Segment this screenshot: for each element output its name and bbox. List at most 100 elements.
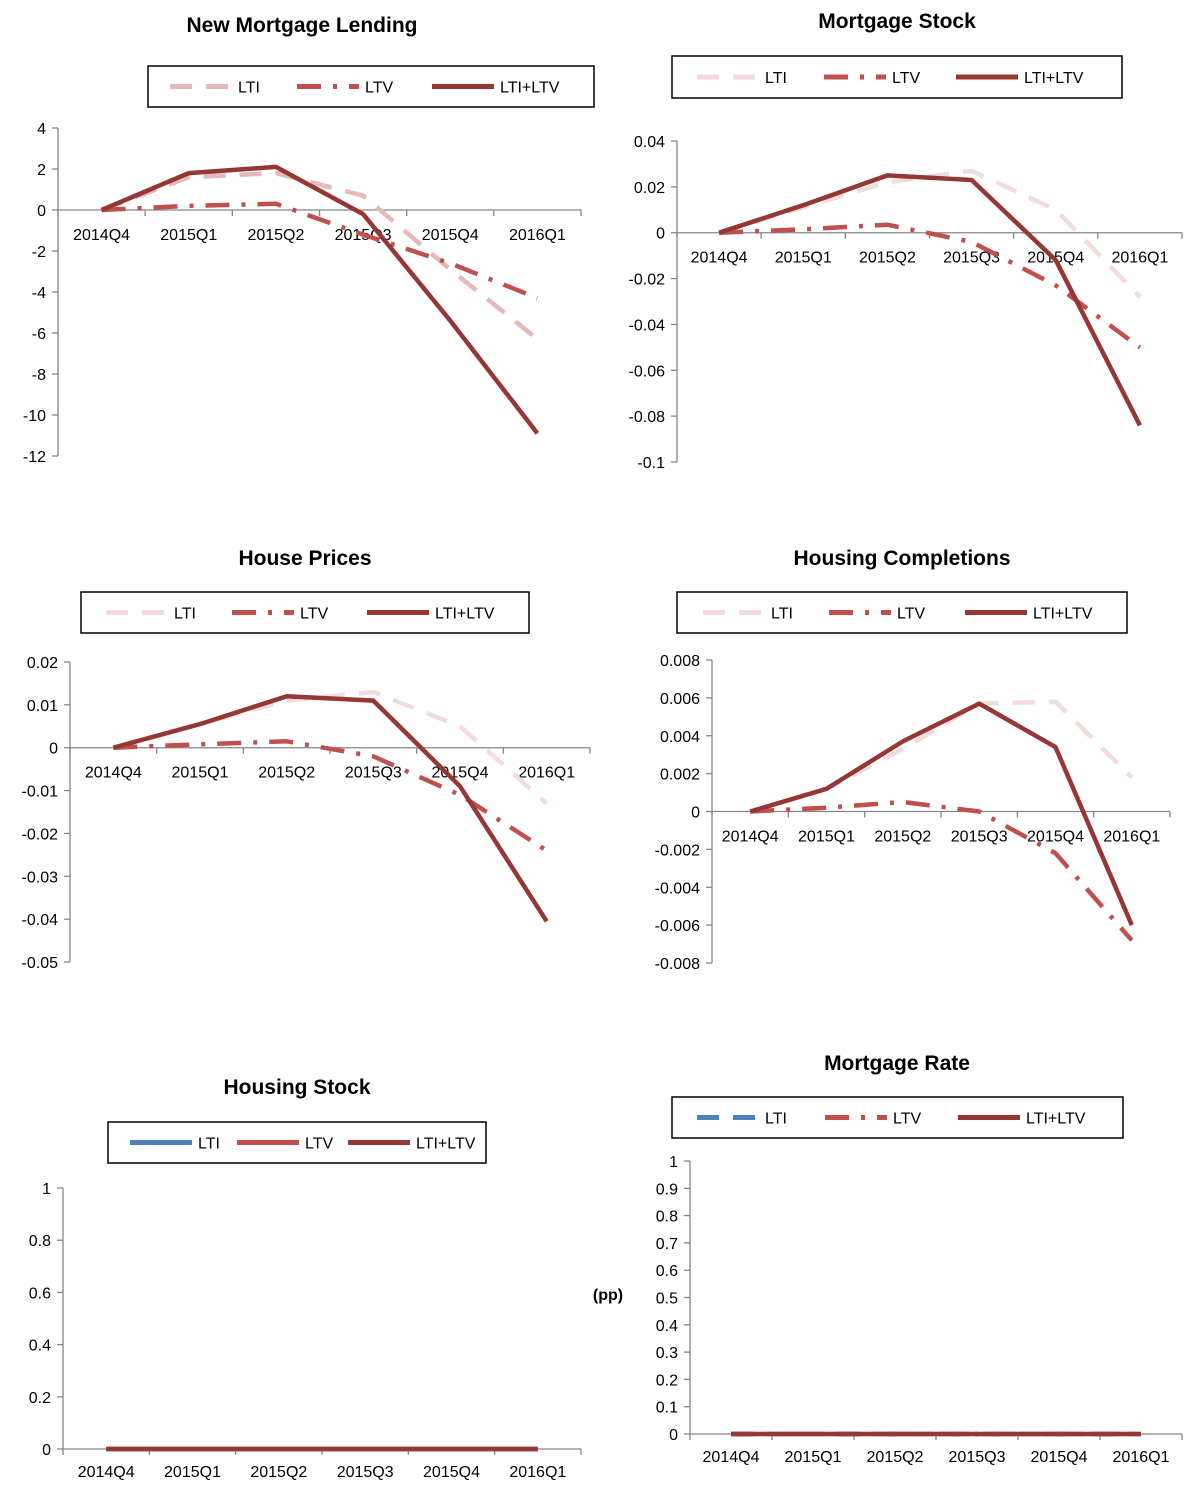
chart-mortgage-stock: Mortgage Stock LTI LTV LTI+LTV 0.04 0.02 0 -0.0… (629, 10, 1183, 472)
x-tick-label: 2015Q1 (775, 250, 832, 267)
series-line-ltv (101, 201, 539, 301)
x-tick-label: 2015Q2 (258, 765, 315, 782)
x-tick-label: 2015Q2 (874, 829, 931, 846)
series-lti-ltv (718, 173, 1142, 427)
y-tick-label: -8 (32, 367, 46, 384)
y-axis: 4 2 0 -2 -4 -6 -8 -10 -12 (23, 121, 59, 466)
x-tick-label: 2015Q2 (867, 1449, 924, 1466)
y-tick-label: 0.1 (656, 1400, 678, 1417)
x-tick-label: 2015Q2 (247, 227, 304, 244)
x-tick-label: 2015Q3 (949, 1449, 1006, 1466)
legend-label-lti: LTI (238, 80, 260, 97)
y-tick-label: -0.03 (22, 869, 59, 886)
y-tick-label: -0.06 (629, 363, 666, 380)
legend-label-lti: LTI (771, 606, 793, 623)
series-ltv (750, 799, 1134, 942)
series-line-lti-ltv (749, 701, 1134, 926)
y-tick-label: -0.01 (22, 784, 59, 801)
y-tick-label: -0.008 (655, 956, 700, 973)
y-tick-label: -4 (32, 285, 46, 302)
series-lti-ltv (100, 164, 540, 435)
chart-title: House Prices (238, 547, 371, 570)
chart-title: Mortgage Rate (824, 1052, 970, 1075)
x-tick-label: 2016Q1 (1113, 1449, 1170, 1466)
x-tick-label: 2015Q3 (345, 765, 402, 782)
y-tick-label: -0.04 (629, 317, 666, 334)
x-axis: 2014Q4 2015Q1 2015Q2 2015Q3 2015Q4 2016Q1 (711, 810, 1171, 846)
y-tick-label: 0 (49, 741, 58, 758)
x-tick-label: 2015Q4 (423, 1464, 480, 1481)
x-tick-label: 2015Q3 (337, 1464, 394, 1481)
y-tick-label: 0.8 (656, 1209, 678, 1226)
series-line-ltv (719, 222, 1142, 350)
series-ltv (719, 222, 1142, 350)
legend-label-lti-ltv: LTI+LTV (1024, 70, 1084, 87)
y-tick-label: 0.2 (29, 1390, 51, 1407)
x-axis: 2014Q4 2015Q1 2015Q2 2015Q3 2015Q4 2016Q1 (676, 232, 1183, 267)
series-lti (100, 170, 539, 341)
legend-label-ltv: LTV (893, 1111, 921, 1128)
y-tick-label: 0.7 (656, 1236, 678, 1253)
x-tick-label: 2016Q1 (509, 1464, 566, 1481)
series-ltv (113, 739, 548, 853)
series-line-ltv (750, 799, 1134, 942)
x-tick-label: 2015Q1 (160, 227, 217, 244)
x-axis: 2014Q4 2015Q1 2015Q2 2015Q3 2015Q4 2016Q1 (689, 1433, 1183, 1466)
legend-label-lti-ltv: LTI+LTV (416, 1136, 476, 1153)
y-tick-label: 0.02 (27, 655, 58, 672)
x-tick-label: 2015Q4 (1027, 829, 1084, 846)
legend: LTI LTV LTI+LTV (671, 1096, 1124, 1139)
x-tick-label: 2015Q3 (943, 250, 1000, 267)
y-tick-label: 0.4 (656, 1318, 678, 1335)
y-tick-label: 0.008 (660, 653, 700, 670)
series-lti-ltv (749, 701, 1134, 926)
y-tick-label: -0.05 (22, 955, 59, 972)
y-tick-label: -12 (23, 449, 46, 466)
y-tick-label: 0.002 (660, 767, 700, 784)
y-axis: 0.008 0.006 0.004 0.002 0 -0.002 -0.004 -0.006 -… (655, 653, 713, 973)
y-tick-label: 1 (42, 1181, 51, 1198)
legend-label-lti: LTI (198, 1136, 220, 1153)
x-axis: 2014Q4 2015Q1 2015Q2 2015Q3 2015Q4 2016Q1 (69, 747, 591, 782)
x-tick-label: 2015Q1 (172, 765, 229, 782)
series-line-lti-ltv (718, 173, 1142, 427)
legend-box (676, 591, 1128, 634)
x-axis: 2014Q4 2015Q1 2015Q2 2015Q3 2015Q4 2016Q1 (57, 209, 582, 244)
legend-label-ltv: LTV (892, 70, 920, 87)
x-tick-label: 2014Q4 (691, 250, 748, 267)
legend-label-lti-ltv: LTI+LTV (435, 606, 495, 623)
y-tick-label: -6 (32, 326, 46, 343)
legend-label-ltv: LTV (300, 606, 328, 623)
chart-title: Housing Stock (223, 1076, 370, 1099)
series-line-lti-ltv (112, 694, 549, 923)
series-lti-ltv (112, 694, 549, 923)
y-tick-label: -0.02 (22, 826, 59, 843)
y-tick-label: 0 (656, 226, 665, 243)
chart-new-mortgage-lending: New Mortgage Lending LTI LTV LTI+LTV 4 2 0 -2 -4… (23, 14, 595, 466)
y-tick-label: 0.6 (656, 1263, 678, 1280)
legend: LTI LTV LTI+LTV (80, 591, 530, 634)
x-tick-label: 2016Q1 (1103, 829, 1160, 846)
x-axis: 2014Q4 2015Q1 2015Q2 2015Q3 2015Q4 2016Q1 (62, 1448, 582, 1481)
y-tick-label: -0.02 (629, 272, 666, 289)
y-tick-label: 0.02 (634, 180, 665, 197)
x-tick-label: 2014Q4 (85, 765, 142, 782)
y-axis: 1 0.8 0.6 0.4 0.2 0 (29, 1181, 64, 1459)
y-axis: 0.04 0.02 0 -0.02 -0.04 -0.06 -0.08 -0.1 (629, 134, 678, 472)
y-tick-label: 0 (42, 1442, 51, 1459)
y-tick-label: 2 (37, 162, 46, 179)
legend-label-lti: LTI (765, 70, 787, 87)
x-tick-label: 2014Q4 (703, 1449, 760, 1466)
legend: LTI LTV LTI+LTV (147, 65, 595, 108)
chart-mortgage-rate: Mortgage Rate LTI LTV LTI+LTV 1 0.9 0.8 0.7 0.6 0… (593, 1052, 1183, 1466)
y-tick-label: 4 (37, 121, 46, 138)
series-line-lti (100, 170, 539, 341)
y-tick-label: 0.01 (27, 698, 58, 715)
chart-house-prices: House Prices LTI LTV LTI+LTV 0.02 0.01 0 -0.01 -… (22, 547, 591, 972)
y-axis: 1 0.9 0.8 0.7 0.6 0.5 0.4 0.3 0.2 0.1 0 (656, 1154, 691, 1444)
chart-title: Mortgage Stock (818, 10, 976, 33)
y-tick-label: 0.8 (29, 1233, 51, 1250)
x-tick-label: 2015Q1 (785, 1449, 842, 1466)
y-tick-label: 0.006 (660, 691, 700, 708)
